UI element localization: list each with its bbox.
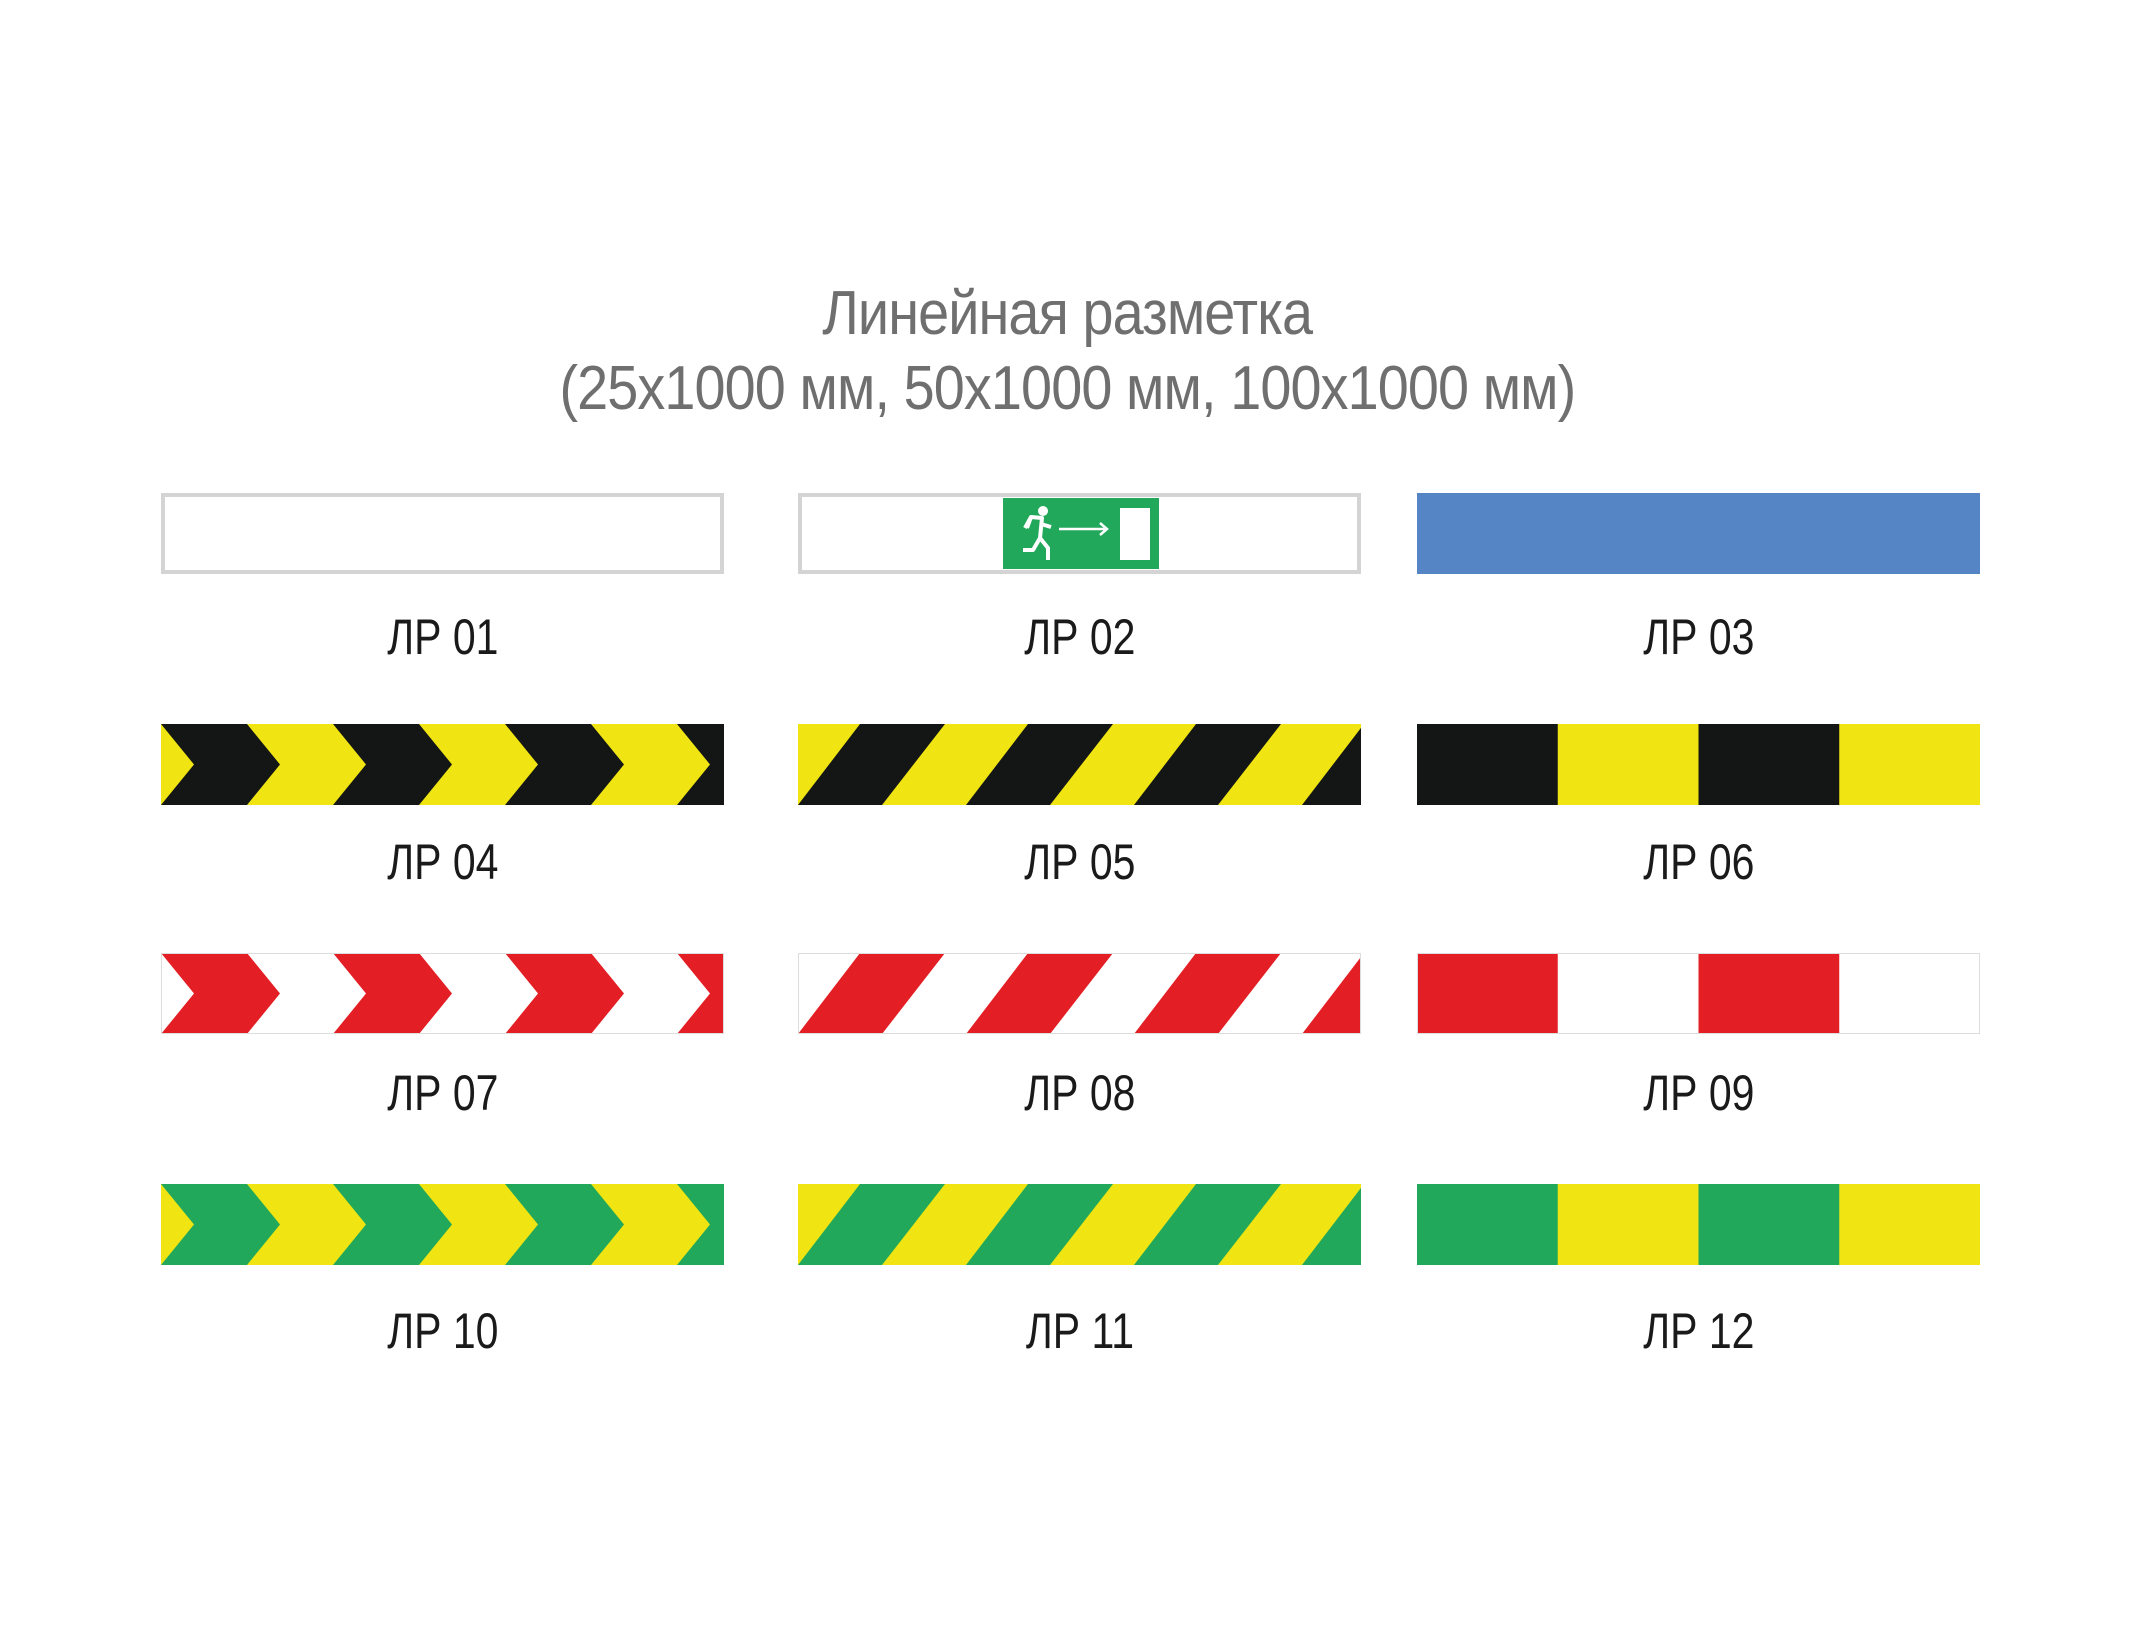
marking-code: ЛР 11 (1025, 1303, 1134, 1359)
marking-tile-diagonal[interactable] (798, 953, 1361, 1034)
marking-code: ЛР 03 (1642, 609, 1755, 665)
diagonal-stripe (798, 953, 945, 1034)
chevron-stripe (677, 724, 724, 805)
marking-code: ЛР 07 (386, 1065, 499, 1121)
arrow-right-icon (1059, 522, 1109, 536)
color-block (1839, 724, 1980, 805)
color-block (1417, 724, 1559, 805)
chevron-stripe (677, 953, 724, 1034)
diagonal-stripe (798, 724, 945, 805)
marking-tile-outlined[interactable] (161, 493, 724, 574)
marking-label: ЛР 09 (1417, 1068, 1980, 1118)
chevron-stripe (677, 1184, 724, 1265)
marking-label: ЛР 10 (161, 1306, 724, 1356)
marking-code: ЛР 04 (386, 834, 499, 890)
diagonal-stripe (966, 953, 1113, 1034)
color-block (1698, 724, 1840, 805)
diagonal-stripe (798, 1184, 945, 1265)
marking-code: ЛР 06 (1642, 834, 1755, 890)
tile-edge (161, 953, 724, 1034)
diagonal-stripe (966, 1184, 1113, 1265)
marking-tile-chevron[interactable] (161, 953, 724, 1034)
marking-tile-exit-sign[interactable] (798, 493, 1361, 574)
diagonal-stripe (1134, 724, 1281, 805)
marking-tile-chevron[interactable] (161, 1184, 724, 1265)
page-title: Линейная разметка (822, 279, 1314, 348)
color-block (1839, 1184, 1980, 1265)
marking-tile-blocks[interactable] (1417, 1184, 1980, 1265)
marking-code: ЛР 12 (1642, 1303, 1755, 1359)
page-subtitle: (25x1000 мм, 50x1000 мм, 100x1000 мм) (559, 354, 1577, 423)
running-man-exit-icon (1003, 498, 1159, 569)
tile-edge (1417, 953, 1980, 1034)
marking-code: ЛР 05 (1023, 834, 1136, 890)
color-block (1839, 953, 1980, 1034)
chevron-stripe (161, 724, 280, 805)
marking-label: ЛР 08 (798, 1068, 1361, 1118)
marking-tile-blocks[interactable] (1417, 724, 1980, 805)
color-block (1557, 724, 1699, 805)
marking-label: ЛР 05 (798, 837, 1361, 887)
tile-outline (161, 493, 724, 574)
marking-label: ЛР 06 (1417, 837, 1980, 887)
marking-tile-solid[interactable] (1417, 493, 1980, 574)
marking-label: ЛР 07 (161, 1068, 724, 1118)
chevron-stripe (333, 724, 452, 805)
door-icon (1120, 508, 1150, 560)
marking-code: ЛР 02 (1023, 609, 1136, 665)
chevron-stripe (505, 1184, 624, 1265)
color-block (1698, 1184, 1840, 1265)
marking-label: ЛР 03 (1417, 612, 1980, 662)
color-block (1417, 1184, 1559, 1265)
diagonal-stripe (1134, 953, 1281, 1034)
marking-code: ЛР 10 (386, 1303, 499, 1359)
diagonal-stripe (966, 724, 1113, 805)
marking-tile-blocks[interactable] (1417, 953, 1980, 1034)
chevron-stripe (161, 953, 280, 1034)
marking-tile-diagonal[interactable] (798, 724, 1361, 805)
marking-label: ЛР 12 (1417, 1306, 1980, 1356)
chevron-stripe (505, 953, 624, 1034)
color-block (1557, 1184, 1699, 1265)
chevron-stripe (333, 953, 452, 1034)
running-figure (1023, 515, 1052, 560)
color-block (1417, 953, 1559, 1034)
solid-fill (1417, 493, 1980, 574)
marking-label: ЛР 01 (161, 612, 724, 662)
chevron-stripe (505, 724, 624, 805)
chevron-stripe (161, 1184, 280, 1265)
color-block (1557, 953, 1699, 1034)
marking-tile-chevron[interactable] (161, 724, 724, 805)
marking-code: ЛР 08 (1023, 1065, 1136, 1121)
diagonal-stripe (1134, 1184, 1281, 1265)
marking-code: ЛР 09 (1642, 1065, 1755, 1121)
chevron-stripe (333, 1184, 452, 1265)
color-block (1698, 953, 1840, 1034)
marking-code: ЛР 01 (386, 609, 499, 665)
marking-label: ЛР 02 (798, 612, 1361, 662)
tile-edge (798, 953, 1361, 1034)
diagonal-stripe (1302, 1187, 1361, 1265)
figure-head (1038, 506, 1048, 516)
marking-tile-diagonal[interactable] (798, 1184, 1361, 1265)
marking-label: ЛР 04 (161, 837, 724, 887)
marking-label: ЛР 11 (798, 1306, 1361, 1356)
